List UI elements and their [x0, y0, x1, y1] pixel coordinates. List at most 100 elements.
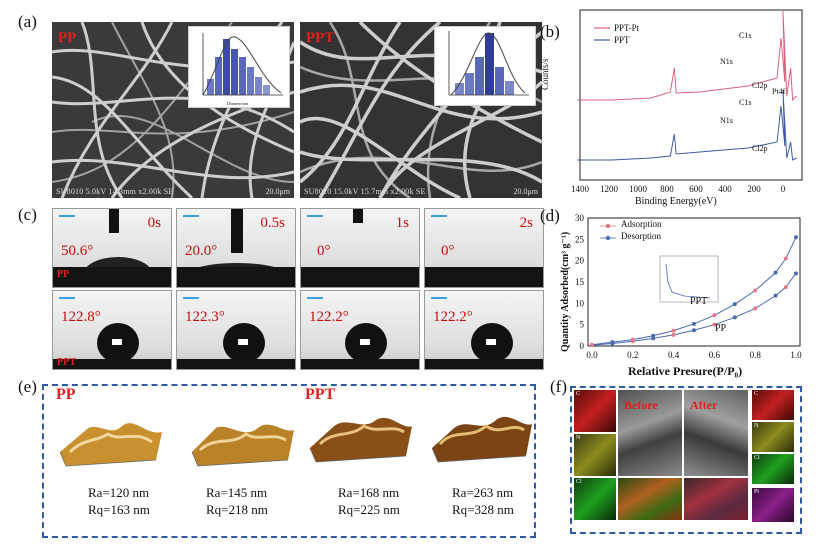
ra-3: Ra=168 nm	[338, 485, 400, 500]
xps-line-pptpt	[577, 9, 797, 102]
sem-scale-ppt: 20.0μm	[513, 187, 538, 196]
afm-panel-box	[42, 384, 536, 538]
bet-xtick: 1.0	[790, 350, 802, 360]
eds-overlay-before	[618, 478, 682, 520]
eds-left-n-label: N	[576, 435, 581, 441]
ra-2: Ra=145 nm	[206, 485, 268, 500]
bet-ytick: 25	[575, 234, 585, 244]
bet-point-pp	[794, 271, 798, 276]
eds-right-n: N	[752, 422, 794, 452]
svg-text:600: 600	[689, 184, 703, 194]
afm-ppt-title: PPT	[305, 386, 336, 403]
afm-surface-4	[431, 416, 532, 463]
afm-values-1: Ra=120 nm Rq=163 nm	[88, 484, 150, 518]
ca-pp-0s: 0s 50.6° PP	[52, 208, 172, 288]
bet-point-ppt	[732, 302, 737, 307]
panel-label-e: (e)	[18, 377, 37, 396]
ra-4: Ra=263 nm	[452, 485, 514, 500]
bet-point-pp	[610, 341, 615, 346]
afm-surface-2	[191, 424, 294, 467]
histogram-bars-ppt	[455, 33, 514, 95]
afm-surface-1	[59, 423, 162, 467]
ca-time-2: 1s	[395, 215, 409, 231]
ca-pp-angle-2: 0°	[317, 243, 331, 259]
bet-legend-adsorption: Adsorption	[621, 219, 662, 229]
bet-point-ppt	[783, 256, 788, 261]
eds-left-c: C	[574, 390, 616, 432]
bet-point-pp	[732, 315, 737, 320]
xps-peak-n1s-bottom: N1s	[720, 116, 733, 125]
bet-xtick: 0.8	[750, 350, 762, 360]
xps-xlabel: Binding Energy(eV)	[635, 196, 717, 207]
ca-pp-angle-1: 20.0°	[185, 243, 218, 259]
xps-peak-c1s-bottom: C1s	[739, 98, 752, 107]
ppt-title-a: PPT	[306, 30, 335, 46]
eds-right-cl-label: Cl	[754, 455, 760, 461]
panel-label-a: (a)	[18, 12, 37, 31]
rq-4: Rq=328 nm	[452, 502, 514, 517]
bet-xlabel: Relative Presure(P/P₀)	[628, 364, 743, 378]
ca-ppt-angle-3: 122.2°	[433, 309, 473, 325]
sem-caption-ppt: SU8010 15.0kV 15.7mm x2.00k SE	[304, 187, 426, 196]
xps-peak-c1s-top: C1s	[739, 31, 752, 40]
ca-row2-label: PPT	[57, 357, 76, 368]
ca-pp-angle-3: 0°	[441, 243, 455, 259]
bet-ylabel: Quantity Adsorbed(cm³ g⁻¹)	[560, 231, 571, 352]
bet-point-ppt	[671, 328, 676, 333]
histogram-inset-pp: Diameter/nm	[188, 26, 290, 108]
bet-ytick: 10	[575, 298, 585, 308]
afm-values-4: Ra=263 nm Rq=328 nm	[452, 484, 514, 518]
panel-label-c: (c)	[18, 205, 37, 224]
ca-time-1: 0.5s	[260, 215, 285, 231]
rq-2: Rq=218 nm	[206, 502, 268, 517]
eds-panel-box	[570, 386, 802, 534]
xps-chart: 1400 1200 1000 800 600 400 200 0	[571, 9, 803, 194]
ca-ppt-angle-0: 122.8°	[61, 309, 101, 325]
bet-point-pp	[712, 322, 717, 327]
svg-text:0: 0	[781, 184, 786, 194]
afm-values-2: Ra=145 nm Rq=218 nm	[206, 484, 268, 518]
eds-left-c-label: C	[576, 391, 581, 397]
bet-point-pp	[773, 293, 778, 298]
bet-ytick: 0	[580, 341, 585, 351]
rq-1: Rq=163 nm	[88, 502, 150, 517]
panel-label-b: (b)	[540, 22, 560, 41]
ca-ppt-angle-1: 122.3°	[185, 309, 225, 325]
bet-ytick: 30	[575, 213, 585, 223]
xps-peak-cl2p-bottom: Cl2p	[752, 144, 768, 153]
ca-ppt-1s: 122.2°	[300, 290, 420, 370]
bet-point-pp	[590, 343, 594, 348]
bet-ytick: 5	[580, 320, 585, 330]
inset-xlabel-pp: Diameter/nm	[227, 101, 249, 106]
ca-row1-label: PP	[57, 269, 70, 280]
bet-point-pp	[651, 336, 656, 341]
svg-text:1200: 1200	[600, 184, 619, 194]
bet-point-pp	[783, 285, 788, 290]
xps-peak-n1s-top: N1s	[720, 57, 733, 66]
ca-pp-05s: 0.5s 20.0°	[176, 208, 296, 288]
bet-point-ppt	[773, 270, 778, 275]
eds-right-n-label: N	[754, 423, 759, 429]
ca-ppt-2s: 122.2°	[424, 290, 544, 370]
bet-series-line-pp	[591, 273, 797, 346]
ca-pp-2s: 2s 0°	[424, 208, 544, 288]
xps-legend-ppt: PPT	[614, 35, 630, 45]
xps-line-ppt	[577, 89, 797, 161]
eds-left-n: N	[574, 434, 616, 476]
ca-pp-1s: 1s 0°	[300, 208, 420, 288]
bet-point-pp	[692, 328, 696, 333]
bet-ytick: 15	[575, 277, 585, 287]
histogram-bars-pp	[207, 39, 270, 95]
bet-legend-desorption: Desorption	[621, 231, 661, 241]
bet-point-pp	[753, 306, 758, 311]
bet-label-ppt: PPT	[690, 296, 708, 307]
panel-label-d: (d)	[540, 206, 560, 225]
eds-left-cl-label: Cl	[576, 479, 582, 485]
bet-ytick: 20	[575, 256, 585, 266]
bet-xtick: 0.2	[627, 350, 638, 360]
eds-right-pt: Pt	[752, 488, 794, 522]
bet-xtick: 0.4	[668, 350, 680, 360]
bet-point-pp	[671, 332, 676, 337]
sem-scale-pp: 20.0μm	[265, 187, 290, 196]
panel-label-f: (f)	[550, 377, 567, 396]
